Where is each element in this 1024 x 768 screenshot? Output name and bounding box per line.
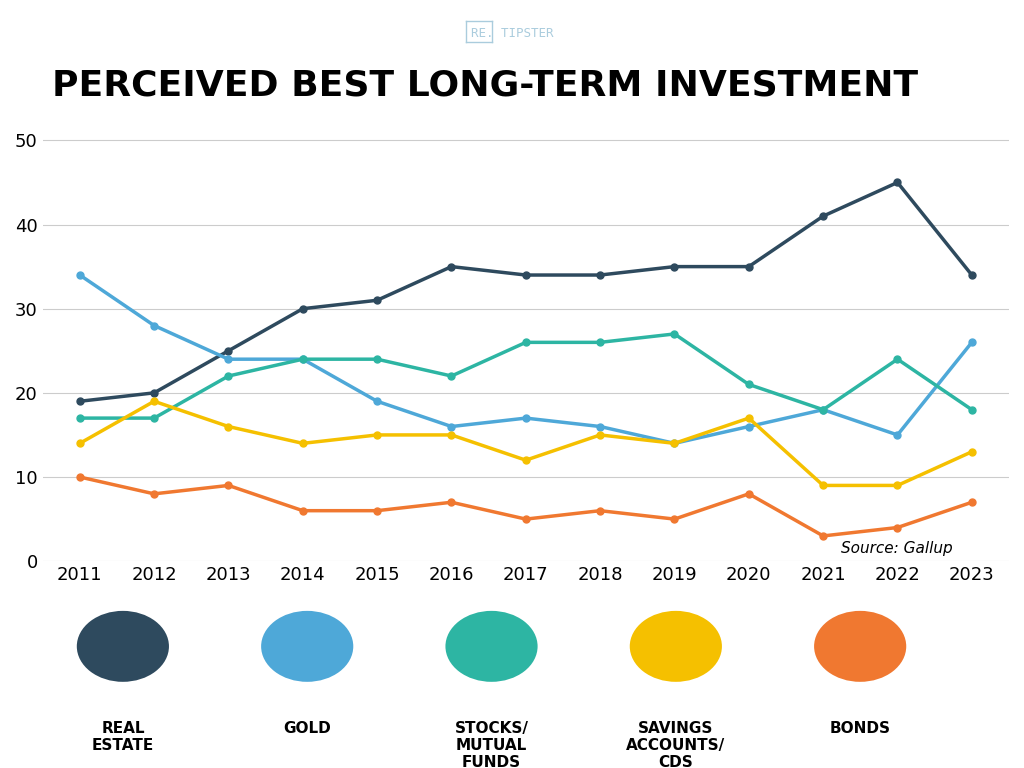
Text: STOCKS/
MUTUAL
FUNDS: STOCKS/ MUTUAL FUNDS bbox=[455, 720, 528, 768]
Text: REAL
ESTATE: REAL ESTATE bbox=[92, 720, 154, 753]
Text: PERCEIVED BEST LONG-TERM INVESTMENT: PERCEIVED BEST LONG-TERM INVESTMENT bbox=[52, 69, 919, 103]
Ellipse shape bbox=[77, 611, 169, 682]
Text: Source: Gallup: Source: Gallup bbox=[841, 541, 952, 557]
Text: RE. TIPSTER: RE. TIPSTER bbox=[471, 27, 553, 40]
Text: GOLD: GOLD bbox=[284, 720, 331, 736]
Ellipse shape bbox=[261, 611, 353, 682]
Text: BONDS: BONDS bbox=[829, 720, 891, 736]
Ellipse shape bbox=[445, 611, 538, 682]
Text: SAVINGS
ACCOUNTS/
CDS: SAVINGS ACCOUNTS/ CDS bbox=[627, 720, 725, 768]
Ellipse shape bbox=[814, 611, 906, 682]
Ellipse shape bbox=[630, 611, 722, 682]
